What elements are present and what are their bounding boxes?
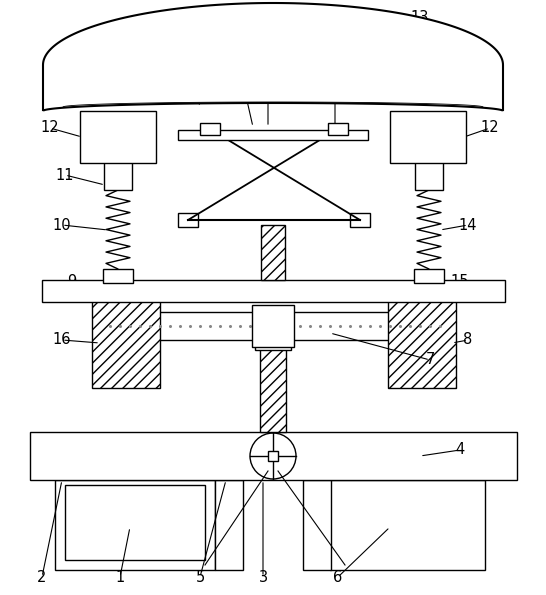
Bar [328, 123, 348, 135]
Text: 8: 8 [464, 333, 473, 347]
Text: 17: 17 [259, 10, 277, 24]
Text: 12: 12 [41, 121, 60, 136]
Bar [178, 213, 198, 227]
Bar [261, 225, 285, 280]
Text: 4: 4 [455, 443, 465, 458]
Bar [215, 480, 243, 570]
Text: 11: 11 [56, 168, 74, 183]
Bar [65, 485, 205, 560]
Text: 13: 13 [411, 10, 429, 24]
Bar [178, 130, 368, 140]
Text: 1: 1 [115, 569, 124, 584]
Text: 16: 16 [53, 333, 71, 347]
Bar [200, 123, 220, 135]
Bar [42, 280, 505, 302]
Text: 12: 12 [480, 121, 499, 136]
Text: 5: 5 [195, 569, 205, 584]
Bar [80, 111, 156, 163]
Text: 2: 2 [37, 569, 47, 584]
Polygon shape [43, 3, 503, 111]
Bar [55, 480, 215, 570]
Bar [95, 312, 452, 340]
Text: 14: 14 [459, 218, 477, 233]
Bar [103, 269, 133, 283]
Text: 9: 9 [67, 274, 76, 290]
Bar [255, 332, 291, 350]
Bar [252, 305, 294, 347]
Bar [268, 451, 278, 461]
Text: 15: 15 [451, 274, 469, 290]
Text: 10: 10 [52, 218, 72, 233]
Bar [330, 480, 485, 570]
Text: 20: 20 [218, 10, 238, 24]
Bar [388, 298, 456, 388]
Bar [390, 111, 466, 163]
Text: 7: 7 [425, 352, 435, 368]
Bar [414, 269, 444, 283]
Bar [303, 480, 331, 570]
Bar [350, 213, 370, 227]
Bar [30, 432, 517, 480]
Bar [260, 347, 286, 432]
Text: 18: 18 [326, 10, 344, 24]
Bar [92, 298, 160, 388]
Bar [415, 160, 443, 190]
Text: 19: 19 [169, 10, 187, 24]
Text: 6: 6 [334, 569, 343, 584]
Bar [104, 160, 132, 190]
Text: 3: 3 [258, 569, 268, 584]
